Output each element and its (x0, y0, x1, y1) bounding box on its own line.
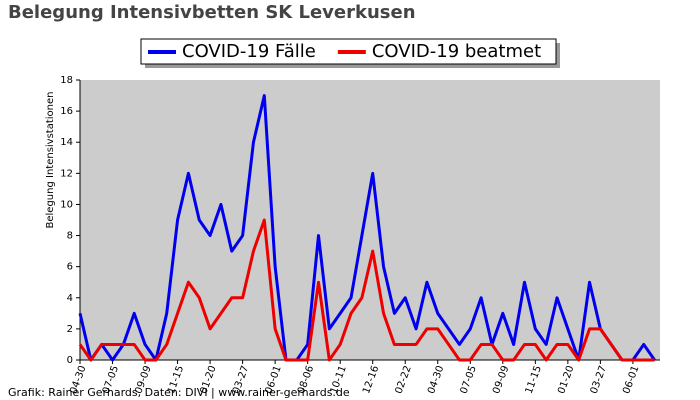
x-tick-label: 12-16 (361, 364, 381, 395)
x-tick-label: 06-01 (621, 364, 641, 395)
y-tick-label: 2 (67, 324, 73, 335)
y-tick-label: 14 (60, 137, 73, 148)
y-tick-label: 12 (60, 168, 73, 179)
x-tick-label: 11-15 (524, 364, 544, 395)
y-axis-label: Belegung Intensivstationen (45, 91, 56, 228)
x-tick-label: 04-30 (426, 364, 446, 395)
y-tick-label: 16 (60, 106, 73, 117)
x-tick-label: 07-05 (459, 364, 479, 395)
series-line (78, 218, 655, 362)
y-tick-label: 6 (67, 262, 73, 273)
legend-label: COVID-19 beatmet (372, 41, 541, 62)
y-tick-label: 0 (67, 355, 73, 366)
y-tick-label: 10 (60, 199, 73, 210)
footer: Grafik: Rainer Gerhards, Daten: DIVI | w… (8, 386, 350, 399)
x-tick-label: 02-22 (394, 364, 414, 395)
chart-title: Belegung Intensivbetten SK Leverkusen (8, 2, 416, 23)
legend-label: COVID-19 Fälle (182, 41, 316, 62)
y-tick-label: 8 (67, 231, 73, 242)
series-line (78, 94, 656, 362)
x-tick-label: 01-20 (556, 364, 576, 395)
x-tick-label: 03-27 (589, 364, 609, 395)
legend: COVID-19 Fälle COVID-19 beatmet (140, 38, 560, 68)
y-tick-label: 18 (60, 75, 73, 86)
x-tick-label: 09-09 (491, 364, 511, 395)
y-tick-label: 4 (67, 293, 73, 304)
